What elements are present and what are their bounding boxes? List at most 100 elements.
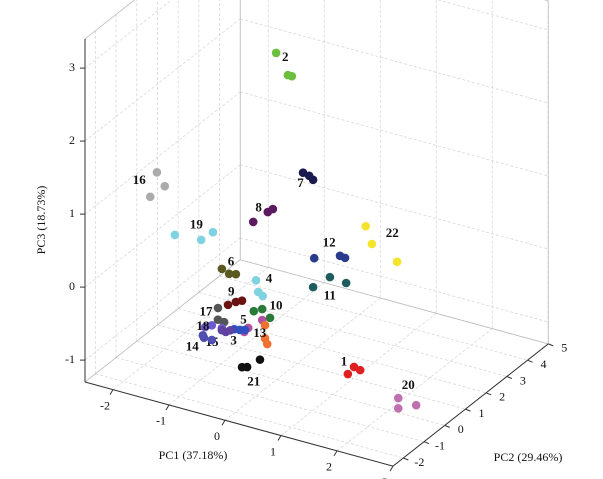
grid-line [178,308,487,394]
grid-line [112,267,269,390]
z-tick-label: 2 [69,133,75,147]
x-axis [84,381,394,467]
y-tick-label: 1 [478,406,484,420]
group-label: 2 [282,49,289,64]
point [361,221,371,231]
group-label: 10 [270,298,283,313]
grid-line [84,91,241,215]
y-tick-label: 4 [541,357,547,371]
y-tick [403,457,409,461]
grid-line [115,357,425,443]
x-tick-label: -2 [100,398,110,412]
y-tick [465,408,471,412]
point [287,71,297,81]
group-label: 7 [297,175,304,190]
point [217,264,227,274]
z-axis-label: PC3 (18.73%) [34,186,48,255]
point [248,217,258,227]
y-tick [423,441,430,445]
x-tick-label: -1 [156,414,166,428]
point [260,320,270,330]
box-edge [240,259,549,345]
grid-line [95,373,404,459]
grid-line [84,237,241,361]
y-tick [485,392,492,396]
x-tick [389,465,394,472]
group-label: 4 [266,270,273,285]
point [224,269,234,279]
point [341,278,351,288]
y-axis [392,343,549,467]
point [308,282,318,292]
grid-line [336,328,493,452]
point [304,171,314,181]
y-tick-label: 2 [499,390,505,404]
point [207,321,217,330]
point [207,335,217,345]
point [145,192,155,202]
point [160,181,170,191]
group-label: 18 [196,318,210,333]
group-label: 19 [190,217,204,232]
grid-line [240,91,549,177]
y-tick-label: -1 [435,438,445,452]
y-axis-label: PC2 (29.46%) [494,450,563,464]
group-label: 11 [324,287,336,302]
group-label: 16 [133,172,147,187]
point [240,325,250,335]
point [199,333,209,343]
point [262,339,272,349]
x-tick [109,389,114,395]
point [257,304,267,314]
x-tick [165,404,170,411]
point [309,253,319,263]
point [343,369,353,379]
x-tick-label: 0 [214,429,220,443]
point [217,325,227,335]
point [355,365,365,375]
y-tick-label: -2 [414,455,424,469]
y-tick-label: 5 [561,341,567,355]
point [325,272,335,282]
box-edge [543,0,549,2]
x-axis-label: PC1 (37.18%) [159,448,228,462]
grid-line [84,18,241,142]
point [393,404,403,413]
grid-line [84,164,241,288]
y-tick [444,424,450,428]
grid-line [436,0,549,31]
y-tick [506,376,513,379]
point [213,303,223,313]
point [152,168,162,177]
x-tick [221,419,226,426]
point [265,313,275,323]
group-label: 9 [228,283,235,298]
group-label: 14 [186,339,200,354]
group-label: 22 [386,225,399,240]
box-edge [84,259,241,383]
point [258,291,268,301]
point [231,269,241,279]
grid-line [219,275,528,361]
grid-line [280,312,437,436]
group-label: 20 [402,377,415,392]
x-tick-label: 3 [382,475,388,479]
z-tick-label: 1 [69,206,75,220]
z-tick-label: 0 [69,279,75,293]
point [271,48,281,58]
group-label: 8 [255,199,262,214]
point [223,300,233,310]
group-label: 3 [230,333,237,348]
y-tick [548,343,554,347]
grid-line [157,324,466,410]
group-label: 1 [341,353,348,368]
point [411,400,421,410]
group-label: 13 [253,325,267,340]
point [367,239,377,249]
group-label: 21 [247,374,260,389]
point [170,230,180,240]
grid-line [84,0,173,69]
point [393,393,403,403]
grid-line [136,340,445,426]
